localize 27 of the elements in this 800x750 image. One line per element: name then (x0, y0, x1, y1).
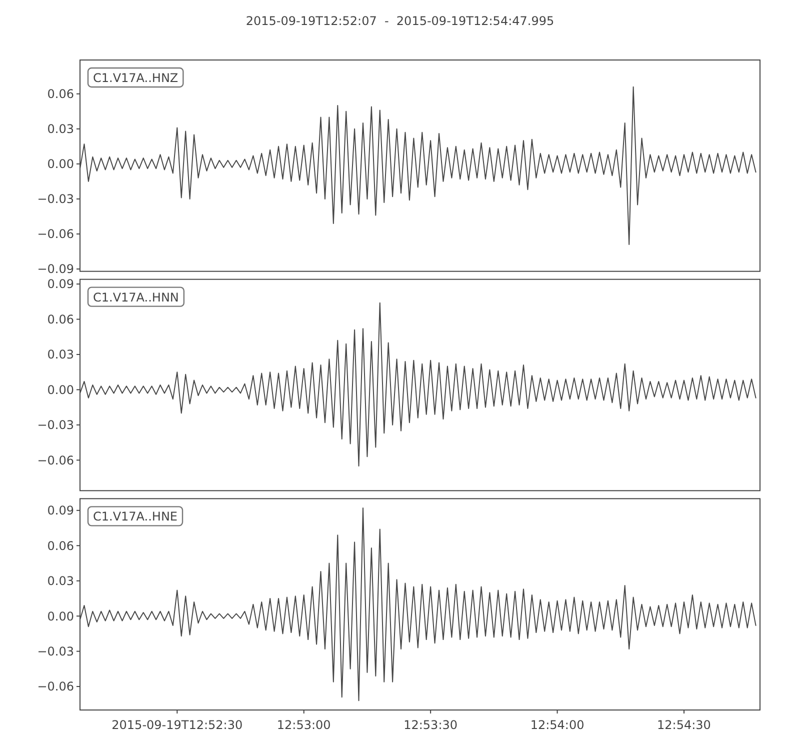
y-tick-label: 0.03 (47, 122, 74, 136)
y-tick-label: −0.06 (37, 227, 74, 242)
y-tick-label: 0.06 (47, 538, 74, 553)
x-tick-label: 12:53:30 (404, 718, 458, 732)
x-tick-label: 2015-09-19T12:52:30 (112, 718, 243, 732)
annotation: C1.V17A..HNZ (93, 71, 178, 85)
y-tick-label: 0.03 (47, 574, 74, 588)
annotation: C1.V17A..HNN (93, 290, 179, 304)
y-tick-label: 0.06 (47, 312, 74, 326)
y-tick-label: 0.09 (47, 504, 74, 518)
y-tick-label: −0.03 (37, 418, 74, 432)
x-tick-label: 12:53:00 (276, 718, 331, 732)
y-tick-label: −0.09 (37, 262, 74, 276)
chart-title: 2015-09-19T12:52:07 - 2015-09-19T12:54:47.995 (246, 14, 554, 28)
y-tick-label: 0.03 (47, 348, 74, 362)
y-tick-label: 0.00 (47, 157, 74, 172)
x-tick-label: 12:54:00 (530, 718, 584, 732)
y-tick-label: −0.06 (37, 680, 74, 694)
y-tick-label: 0.00 (47, 609, 74, 624)
y-tick-label: −0.03 (37, 644, 74, 658)
y-tick-label: 0.06 (47, 87, 74, 102)
y-tick-label: −0.06 (37, 453, 74, 468)
x-tick-label: 12:54:30 (657, 718, 711, 732)
y-tick-label: −0.03 (37, 192, 74, 206)
y-tick-label: 0.00 (47, 382, 74, 397)
annotation: C1.V17A..HNE (93, 510, 178, 524)
y-tick-label: 0.09 (47, 277, 74, 292)
